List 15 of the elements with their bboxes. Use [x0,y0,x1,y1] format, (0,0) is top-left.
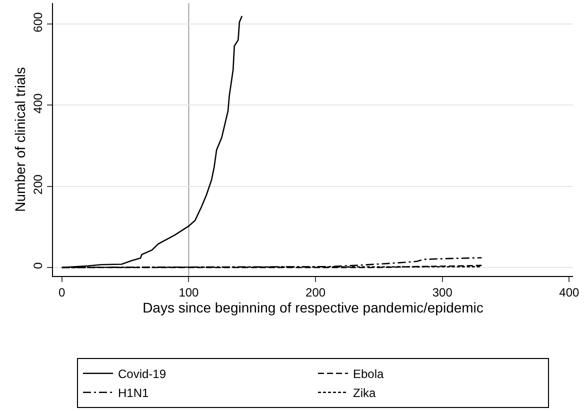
x-tick-label: 0 [58,285,66,300]
y-tick-label: 400 [31,93,46,114]
x-tick-label: 200 [306,285,326,300]
y-tick-label: 0 [31,262,46,270]
legend-label: Zika [353,386,376,400]
legend-label: Covid-19 [118,367,166,382]
legend-label: Ebola [353,367,384,382]
legend-label: H1N1 [118,386,150,400]
y-axis-title: Number of clinical trials [12,67,28,212]
y-tick-label: 600 [31,12,46,32]
x-tick-label: 100 [178,285,200,300]
x-axis-title: Days since beginning of respective pandemic/epidemic [142,299,484,316]
x-tick-label: 300 [432,285,453,300]
y-tick-label: 200 [31,174,46,195]
x-tick-label: 400 [559,285,580,300]
